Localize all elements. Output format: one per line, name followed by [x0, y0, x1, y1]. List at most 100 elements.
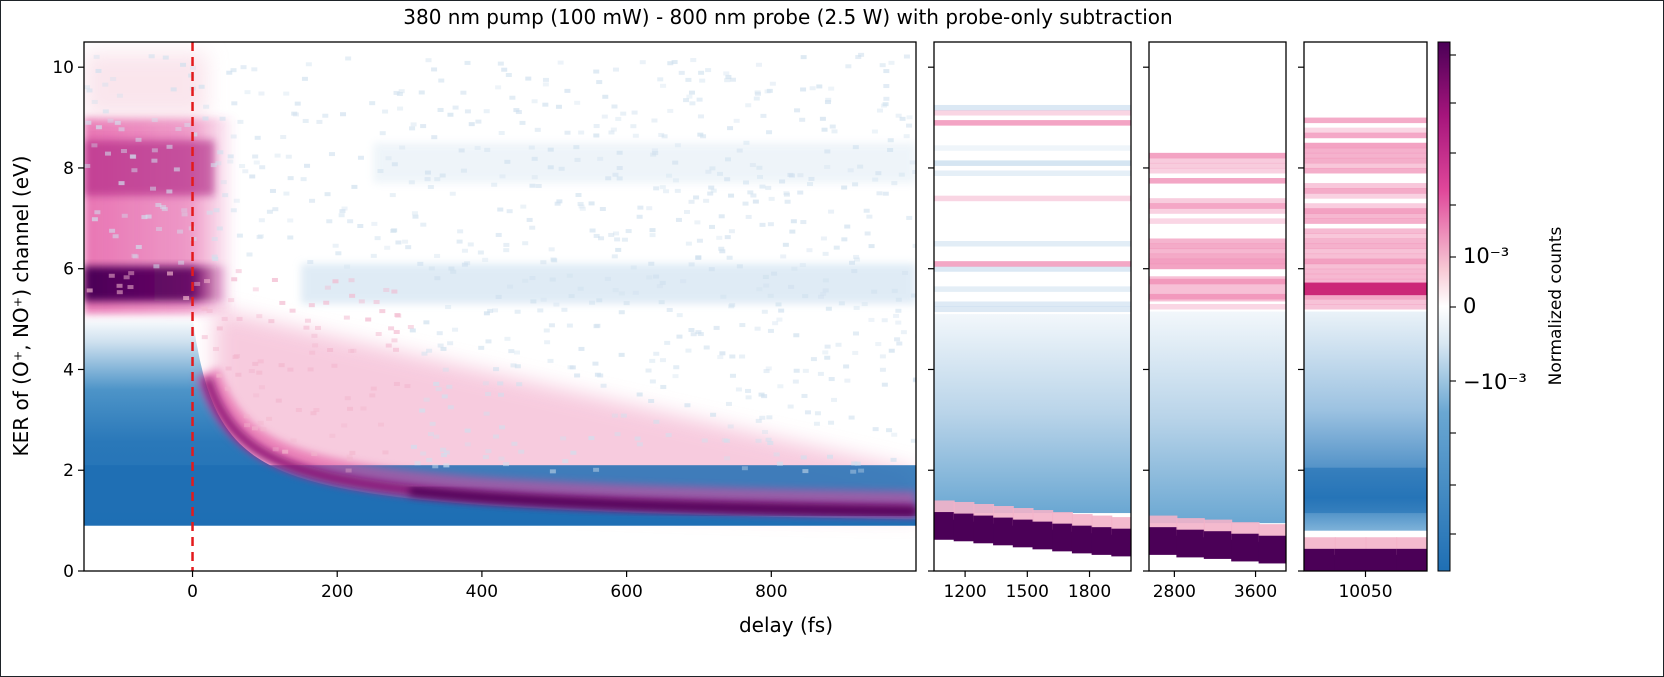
noise-pixel — [436, 331, 443, 336]
noise-pixel — [667, 108, 674, 113]
ridge-peak — [1071, 525, 1093, 554]
noise-pixel — [446, 384, 453, 389]
noise-pixel — [503, 242, 510, 247]
noise-pixel — [610, 127, 617, 132]
noise-pixel — [618, 352, 625, 357]
noise-pixel — [233, 198, 240, 203]
noise-pixel — [402, 239, 409, 244]
kin-row — [1304, 293, 1427, 300]
noise-pixel — [632, 133, 639, 138]
noise-pixel — [656, 284, 663, 289]
noise-pixel — [696, 97, 703, 102]
noise-pixel — [793, 333, 800, 338]
noise-pixel — [440, 447, 447, 452]
noise-pixel — [501, 67, 508, 72]
noise-pixel — [438, 78, 445, 83]
noise-pixel — [724, 78, 731, 83]
noise-pixel — [108, 273, 115, 278]
noise-pixel — [863, 208, 870, 213]
noise-pixel — [759, 415, 766, 420]
noise-pixel — [379, 309, 386, 314]
noise-pixel — [828, 86, 835, 91]
noise-pixel — [808, 176, 815, 181]
noise-pixel — [292, 112, 299, 117]
noise-pixel — [431, 135, 438, 140]
noise-pixel — [212, 346, 219, 351]
y-axis-title: KER of (O⁺, NO⁺) channel (eV) — [9, 156, 33, 457]
x-axis-title: delay (fs) — [739, 613, 833, 637]
noise-pixel — [843, 364, 850, 369]
noise-pixel — [776, 461, 783, 466]
noise-pixel — [868, 244, 875, 249]
noise-pixel — [723, 71, 730, 76]
noise-pixel — [345, 56, 352, 61]
noise-pixel — [783, 191, 790, 196]
ridge-peak — [1052, 523, 1073, 552]
noise-pixel — [613, 231, 620, 236]
noise-pixel — [881, 318, 888, 323]
noise-pixel — [506, 209, 513, 214]
noise-pixel — [824, 355, 831, 360]
kin-row — [1149, 218, 1286, 224]
noise-pixel — [782, 242, 789, 247]
noise-pixel — [110, 77, 117, 82]
noise-pixel — [787, 172, 794, 177]
noise-pixel — [659, 185, 666, 190]
noise-pixel — [723, 438, 730, 443]
noise-pixel — [725, 401, 732, 406]
noise-pixel — [505, 73, 512, 78]
ridge-peak — [973, 515, 995, 544]
kin-row — [1304, 147, 1427, 154]
noise-pixel — [131, 253, 138, 258]
noise-pixel — [705, 169, 712, 174]
noise-pixel — [426, 348, 433, 353]
noise-pixel — [151, 158, 158, 163]
noise-pixel — [341, 423, 348, 428]
noise-pixel — [799, 263, 806, 268]
noise-pixel — [224, 386, 231, 391]
noise-pixel — [236, 233, 243, 238]
noise-pixel — [709, 166, 716, 171]
noise-pixel — [332, 279, 339, 284]
noise-pixel — [252, 287, 259, 292]
noise-pixel — [636, 392, 643, 397]
noise-pixel — [761, 309, 768, 314]
noise-pixel — [95, 68, 102, 73]
noise-pixel — [852, 145, 859, 150]
noise-pixel — [410, 122, 417, 127]
axes-ticks: 0 2 4 6 8 10 0 200 400 600 800 1200 1500 1800 2800 3600… — [52, 58, 1392, 602]
noise-pixel — [717, 355, 724, 360]
noise-pixel — [816, 84, 823, 89]
noise-pixel — [902, 270, 909, 275]
noise-pixel — [611, 254, 618, 259]
noise-pixel — [688, 90, 695, 95]
noise-pixel — [915, 54, 916, 59]
noise-pixel — [649, 233, 656, 238]
noise-pixel — [636, 442, 643, 447]
noise-pixel — [551, 258, 558, 263]
noise-pixel — [464, 442, 471, 447]
noise-pixel — [666, 307, 673, 312]
noise-pixel — [882, 191, 889, 196]
noise-pixel — [593, 124, 600, 129]
noise-pixel — [674, 188, 681, 193]
kin-row — [1149, 152, 1286, 159]
noise-pixel — [266, 416, 273, 421]
noise-pixel — [593, 233, 600, 238]
kin-row — [1304, 233, 1427, 239]
noise-pixel — [703, 198, 710, 203]
noise-pixel — [841, 185, 848, 190]
noise-pixel — [756, 287, 763, 292]
noise-pixel — [464, 60, 471, 65]
noise-pixel — [291, 111, 298, 116]
noise-pixel — [898, 172, 905, 177]
noise-pixel — [374, 236, 381, 241]
noise-pixel — [743, 180, 750, 185]
kin-row — [1304, 253, 1427, 260]
noise-pixel — [868, 317, 875, 322]
noise-pixel — [327, 348, 334, 353]
noise-pixel — [485, 391, 492, 396]
noise-pixel — [651, 118, 658, 123]
noise-pixel — [258, 218, 265, 223]
ridge-peak — [1111, 528, 1131, 557]
